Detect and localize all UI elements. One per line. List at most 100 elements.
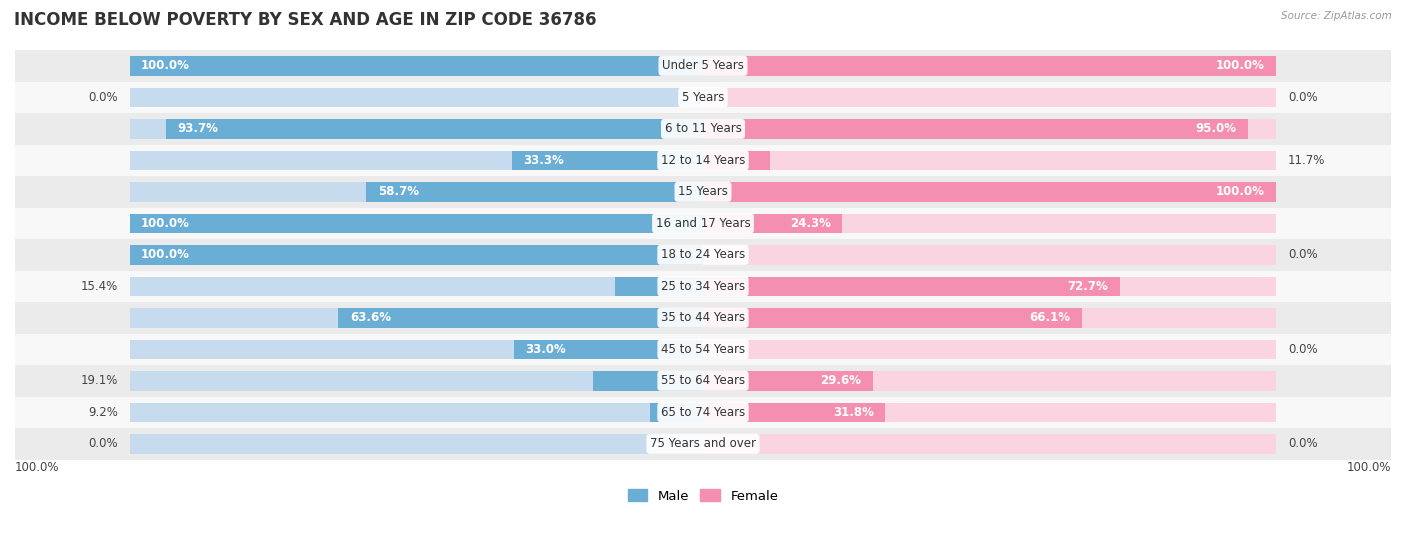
- Text: 31.8%: 31.8%: [832, 406, 875, 419]
- Bar: [513, 339, 703, 359]
- Text: 33.3%: 33.3%: [523, 154, 564, 167]
- Text: 0.0%: 0.0%: [89, 91, 118, 104]
- Bar: [703, 56, 1277, 75]
- Bar: [703, 245, 1277, 264]
- Text: 65 to 74 Years: 65 to 74 Years: [661, 406, 745, 419]
- Bar: [129, 308, 703, 328]
- Text: 18 to 24 Years: 18 to 24 Years: [661, 248, 745, 261]
- Text: 100.0%: 100.0%: [141, 248, 190, 261]
- Text: 0.0%: 0.0%: [1288, 437, 1317, 451]
- Bar: [614, 277, 703, 296]
- Bar: [703, 119, 1247, 139]
- Text: 6 to 11 Years: 6 to 11 Years: [665, 122, 741, 135]
- Bar: [703, 119, 1277, 139]
- Bar: [703, 150, 770, 170]
- Bar: [703, 150, 1277, 170]
- Text: 29.6%: 29.6%: [820, 375, 862, 387]
- Text: 15.4%: 15.4%: [82, 280, 118, 293]
- Bar: [703, 182, 1277, 202]
- Bar: [129, 182, 703, 202]
- Text: 93.7%: 93.7%: [177, 122, 218, 135]
- Bar: [129, 339, 703, 359]
- Bar: [15, 271, 1391, 302]
- Bar: [129, 88, 703, 107]
- Bar: [129, 245, 703, 264]
- Text: 45 to 54 Years: 45 to 54 Years: [661, 343, 745, 356]
- Bar: [593, 371, 703, 391]
- Text: 66.1%: 66.1%: [1029, 311, 1070, 324]
- Bar: [129, 56, 703, 75]
- Bar: [703, 308, 1277, 328]
- Bar: [703, 402, 1277, 422]
- Text: 19.1%: 19.1%: [80, 375, 118, 387]
- Bar: [129, 402, 703, 422]
- Bar: [15, 239, 1391, 271]
- Bar: [703, 402, 886, 422]
- Text: 0.0%: 0.0%: [1288, 91, 1317, 104]
- Text: 100.0%: 100.0%: [141, 59, 190, 72]
- Bar: [129, 434, 703, 453]
- Text: 24.3%: 24.3%: [790, 217, 831, 230]
- Bar: [703, 214, 842, 233]
- Legend: Male, Female: Male, Female: [623, 484, 783, 508]
- Bar: [703, 88, 1277, 107]
- Bar: [367, 182, 703, 202]
- Text: 100.0%: 100.0%: [1216, 59, 1265, 72]
- Bar: [703, 214, 1277, 233]
- Bar: [129, 245, 703, 264]
- Text: 63.6%: 63.6%: [350, 311, 391, 324]
- Bar: [15, 396, 1391, 428]
- Bar: [15, 334, 1391, 365]
- Bar: [650, 402, 703, 422]
- Bar: [129, 371, 703, 391]
- Text: 72.7%: 72.7%: [1067, 280, 1108, 293]
- Bar: [129, 150, 703, 170]
- Bar: [166, 119, 703, 139]
- Bar: [703, 182, 1277, 202]
- Text: 5 Years: 5 Years: [682, 91, 724, 104]
- Bar: [15, 50, 1391, 82]
- Bar: [15, 428, 1391, 459]
- Bar: [15, 82, 1391, 113]
- Text: 95.0%: 95.0%: [1195, 122, 1236, 135]
- Text: 11.7%: 11.7%: [1288, 154, 1326, 167]
- Text: INCOME BELOW POVERTY BY SEX AND AGE IN ZIP CODE 36786: INCOME BELOW POVERTY BY SEX AND AGE IN Z…: [14, 11, 596, 29]
- Text: 0.0%: 0.0%: [1288, 248, 1317, 261]
- Bar: [129, 119, 703, 139]
- Text: 100.0%: 100.0%: [141, 217, 190, 230]
- Text: 33.0%: 33.0%: [526, 343, 567, 356]
- Bar: [15, 365, 1391, 396]
- Text: 100.0%: 100.0%: [15, 461, 59, 475]
- Text: Under 5 Years: Under 5 Years: [662, 59, 744, 72]
- Text: 0.0%: 0.0%: [89, 437, 118, 451]
- Text: 55 to 64 Years: 55 to 64 Years: [661, 375, 745, 387]
- Bar: [703, 56, 1277, 75]
- Text: 0.0%: 0.0%: [1288, 343, 1317, 356]
- Bar: [15, 113, 1391, 145]
- Bar: [129, 214, 703, 233]
- Text: 58.7%: 58.7%: [378, 186, 419, 198]
- Text: 9.2%: 9.2%: [89, 406, 118, 419]
- Bar: [703, 371, 873, 391]
- Bar: [703, 434, 1277, 453]
- Bar: [15, 302, 1391, 334]
- Text: 35 to 44 Years: 35 to 44 Years: [661, 311, 745, 324]
- Text: 16 and 17 Years: 16 and 17 Years: [655, 217, 751, 230]
- Bar: [703, 308, 1083, 328]
- Bar: [129, 56, 703, 75]
- Bar: [15, 176, 1391, 207]
- Text: 15 Years: 15 Years: [678, 186, 728, 198]
- Bar: [15, 145, 1391, 176]
- Bar: [129, 277, 703, 296]
- Text: Source: ZipAtlas.com: Source: ZipAtlas.com: [1281, 11, 1392, 21]
- Bar: [339, 308, 703, 328]
- Bar: [703, 277, 1277, 296]
- Text: 75 Years and over: 75 Years and over: [650, 437, 756, 451]
- Bar: [703, 371, 1277, 391]
- Bar: [129, 214, 703, 233]
- Text: 100.0%: 100.0%: [1216, 186, 1265, 198]
- Text: 25 to 34 Years: 25 to 34 Years: [661, 280, 745, 293]
- Text: 12 to 14 Years: 12 to 14 Years: [661, 154, 745, 167]
- Bar: [703, 339, 1277, 359]
- Bar: [703, 277, 1119, 296]
